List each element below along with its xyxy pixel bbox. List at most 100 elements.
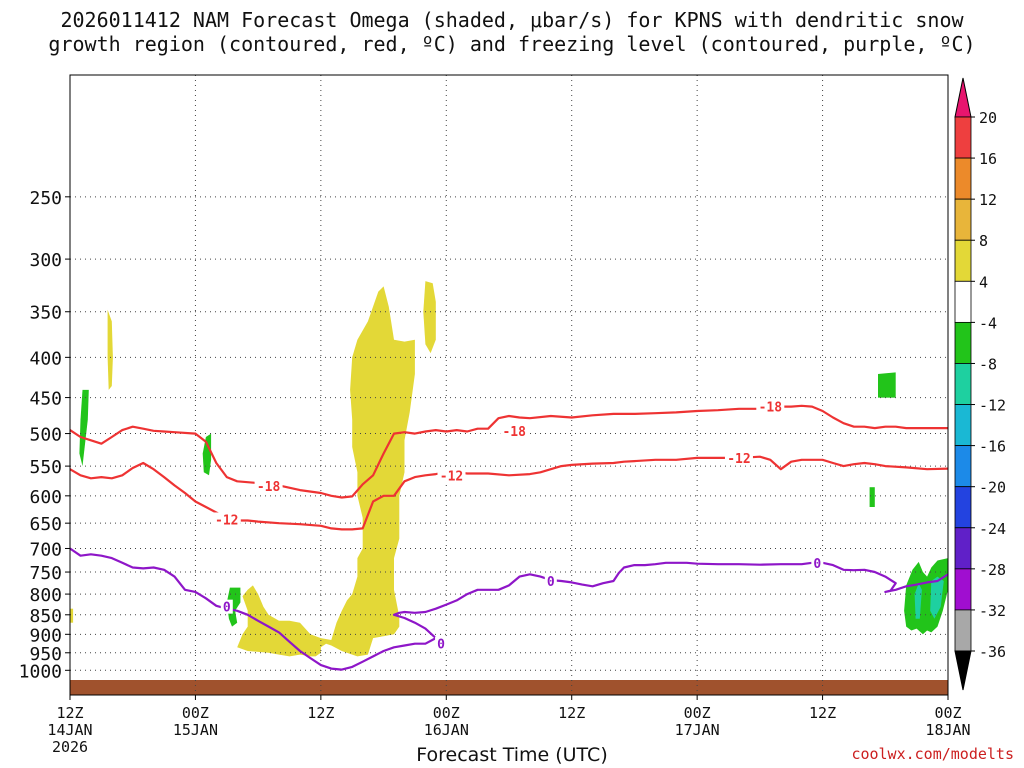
x-tick-label-12-0: 00Z (182, 704, 209, 722)
omega-region-2 (107, 309, 113, 390)
colorbar-label-1: 16 (979, 150, 997, 168)
colorbar-label-2: 12 (979, 191, 997, 209)
omega-region-1 (423, 281, 436, 354)
contour-label-bg-1 (212, 512, 241, 527)
omega-region-4 (202, 433, 212, 476)
x-tick-label-60-0: 00Z (684, 704, 711, 722)
x-tick-label-36-1: 16JAN (424, 721, 469, 739)
x-tick-label-0-1: 14JAN (47, 721, 92, 739)
colorbar-label-5: -4 (979, 314, 997, 332)
contour-label-4: -18 (759, 401, 783, 416)
colorbar-segment-12 (954, 568, 972, 611)
colorbar-segment-8 (954, 404, 972, 447)
colorbar-segment-2 (954, 157, 972, 200)
colorbar-segment-9 (954, 445, 972, 488)
omega-region-11 (70, 608, 74, 623)
omega-region-10 (930, 576, 944, 619)
y-tick-label-450: 450 (29, 389, 62, 410)
colorbar-segment-10 (954, 486, 972, 529)
y-tick-label-1000: 1000 (19, 661, 62, 682)
x-tick-label-60-1: 17JAN (675, 721, 720, 739)
x-axis-title: Forecast Time (UTC) (416, 744, 608, 766)
contour-label-layer: -18 -12 -18 -12 -18 -12 0 0 0 0 (212, 399, 824, 653)
y-tick-label-500: 500 (29, 425, 62, 446)
colorbar-segment-5 (954, 280, 972, 323)
x-tick-label-84-0: 00Z (934, 704, 961, 722)
colorbar: 20 16 12 8 4 -4 -8 -12 -16 -20 -24 -28 -32 -36 (954, 77, 1006, 691)
ground-layer (70, 680, 948, 695)
colorbar-label-7: -12 (979, 397, 1006, 415)
y-tick-label-650: 650 (29, 514, 62, 535)
colorbar-segment-4 (954, 239, 972, 282)
colorbar-segment-11 (954, 527, 972, 570)
y-tick-label-400: 400 (29, 348, 62, 369)
contour-label-3: -12 (440, 469, 463, 484)
colorbar-label-4: 4 (979, 273, 988, 291)
contour-label-2: -18 (502, 425, 526, 440)
x-tick-label-0-0: 12Z (56, 704, 83, 722)
site-credit[interactable]: coolwx.com/modelts (851, 745, 1014, 763)
contour-label-bg-4 (756, 399, 785, 414)
chart-title-line1: 2026011412 NAM Forecast Omega (shaded, μ… (60, 8, 964, 32)
x-tick-label-72-0: 12Z (809, 704, 836, 722)
contour-layer (69, 404, 949, 671)
colorbar-segment-13 (954, 609, 972, 652)
colorbar-label-6: -8 (979, 355, 997, 373)
grid-layer (69, 75, 949, 695)
omega-region-3 (79, 389, 89, 467)
y-tick-label-900: 900 (29, 625, 62, 646)
chart-title-line2: growth region (contoured, red, ºC) and f… (48, 32, 976, 56)
y-tick-label-250: 250 (29, 188, 62, 209)
contour-label-bg-7 (435, 636, 448, 651)
contour-label-9: 0 (813, 557, 821, 572)
colorbar-label-13: -36 (979, 643, 1006, 661)
contour-label-bg-6 (220, 599, 233, 614)
contour-label-6: 0 (223, 601, 231, 616)
contour-label-bg-8 (544, 574, 557, 589)
x-tick-label-48-0: 12Z (558, 704, 585, 722)
omega-region-9 (914, 583, 922, 619)
colorbar-label-9: -20 (979, 479, 1006, 497)
contour-label-bg-5 (724, 450, 753, 465)
y-tick-label-350: 350 (29, 303, 62, 324)
colorbar-segment-3 (954, 198, 972, 241)
contour-line-0 (69, 404, 948, 499)
x-tick-label-12-1: 15JAN (173, 721, 218, 739)
contour-label-5: -12 (727, 452, 750, 467)
axes-layer: 2503003504004505005506006507007508008509… (19, 74, 971, 756)
colorbar-segment-14 (954, 650, 972, 691)
colorbar-segment-6 (954, 321, 972, 364)
contour-label-bg-3 (437, 468, 466, 483)
omega-shading-layer (70, 281, 948, 657)
x-tick-label-36-0: 00Z (433, 704, 460, 722)
contour-label-1: -12 (215, 513, 238, 528)
y-tick-label-750: 750 (29, 563, 62, 584)
contour-label-bg-2 (500, 423, 529, 438)
colorbar-label-8: -16 (979, 438, 1006, 456)
contour-label-8: 0 (547, 575, 555, 590)
colorbar-label-0: 20 (979, 109, 997, 127)
y-tick-label-950: 950 (29, 644, 62, 665)
colorbar-segment-7 (954, 363, 972, 405)
contour-line-1 (69, 455, 949, 531)
colorbar-label-10: -24 (979, 520, 1006, 538)
x-tick-label-0-2: 2026 (52, 738, 88, 756)
contour-label-0: -18 (257, 480, 281, 495)
colorbar-label-3: 8 (979, 232, 988, 250)
x-tick-label-24-0: 12Z (307, 704, 334, 722)
colorbar-segment-0 (954, 77, 972, 118)
contour-label-bg-9 (811, 555, 824, 570)
ground-band (70, 680, 948, 695)
omega-region-7 (869, 487, 875, 507)
y-tick-label-300: 300 (29, 250, 62, 271)
omega-region-0 (237, 286, 415, 657)
contour-label-7: 0 (437, 638, 445, 653)
colorbar-label-12: -32 (979, 602, 1006, 620)
colorbar-segment-1 (954, 116, 972, 159)
y-tick-label-600: 600 (29, 487, 62, 508)
colorbar-label-11: -28 (979, 561, 1006, 579)
omega-region-6 (878, 372, 896, 398)
y-tick-label-550: 550 (29, 457, 62, 478)
omega-region-5 (226, 587, 241, 627)
